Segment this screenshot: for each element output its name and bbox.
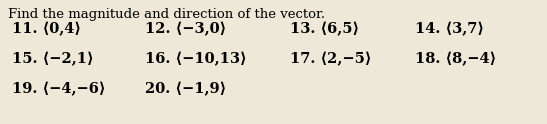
Text: 18. ⟨8,−4⟩: 18. ⟨8,−4⟩ xyxy=(415,52,496,66)
Text: 12. ⟨−3,0⟩: 12. ⟨−3,0⟩ xyxy=(145,22,226,36)
Text: 15. ⟨−2,1⟩: 15. ⟨−2,1⟩ xyxy=(12,52,94,66)
Text: 20. ⟨−1,9⟩: 20. ⟨−1,9⟩ xyxy=(145,82,226,96)
Text: 16. ⟨−10,13⟩: 16. ⟨−10,13⟩ xyxy=(145,52,247,66)
Text: 19. ⟨−4,−6⟩: 19. ⟨−4,−6⟩ xyxy=(12,82,106,96)
Text: 14. ⟨3,7⟩: 14. ⟨3,7⟩ xyxy=(415,22,484,36)
Text: 11. ⟨0,4⟩: 11. ⟨0,4⟩ xyxy=(12,22,81,36)
Text: 17. ⟨2,−5⟩: 17. ⟨2,−5⟩ xyxy=(290,52,371,66)
Text: 13. ⟨6,5⟩: 13. ⟨6,5⟩ xyxy=(290,22,359,36)
Text: Find the magnitude and direction of the vector.: Find the magnitude and direction of the … xyxy=(8,8,325,21)
